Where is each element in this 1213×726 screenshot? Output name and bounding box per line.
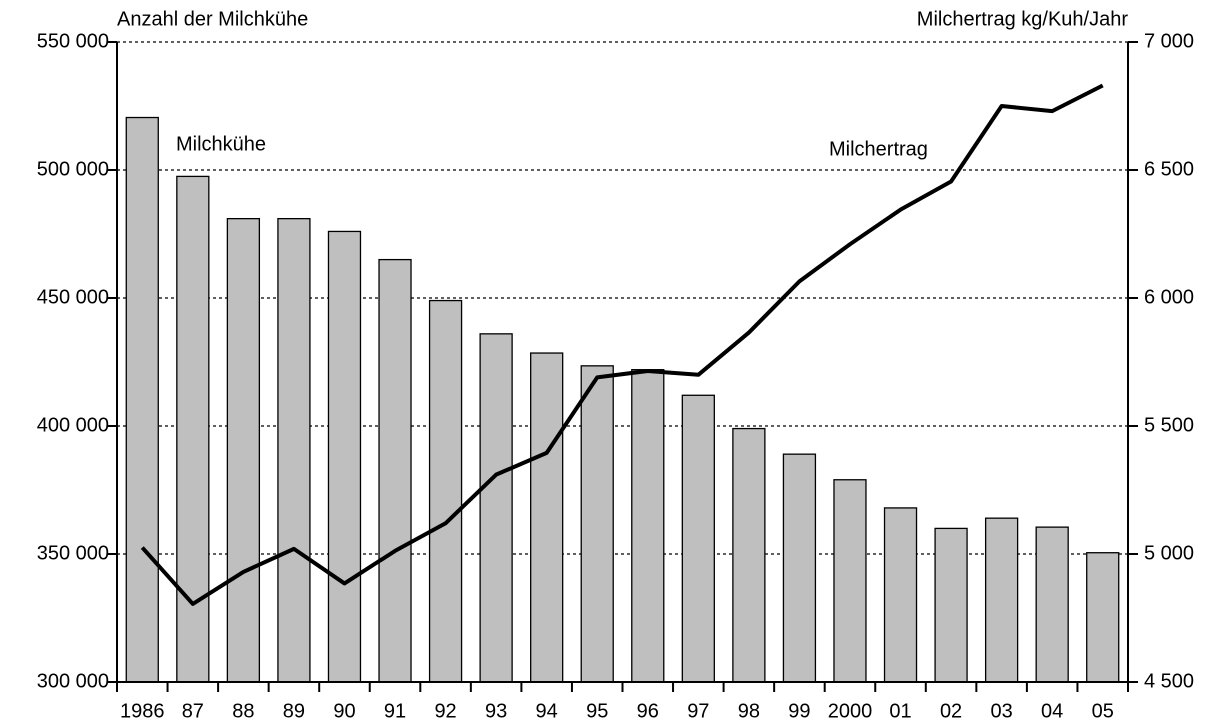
bar [580, 365, 614, 683]
bar [125, 116, 159, 683]
y-axis-title: Anzahl der Milchkühe [117, 8, 308, 30]
bar [428, 299, 463, 683]
bar [226, 217, 261, 683]
bar [1086, 552, 1120, 683]
x-tick-label: 95 [586, 700, 608, 722]
y-tick-label: 400 000 [37, 414, 109, 436]
bar [732, 427, 766, 683]
bar [176, 175, 210, 683]
bar [378, 258, 412, 683]
x-tick-label: 05 [1092, 700, 1114, 722]
y2-axis-title: Milchertrag kg/Kuh/Jahr [917, 8, 1129, 30]
x-tick-label: 94 [536, 700, 558, 722]
x-tick-label: 2000 [828, 700, 873, 722]
bar [984, 517, 1019, 683]
bar [479, 333, 513, 683]
y2-tick-label: 4 500 [1144, 670, 1194, 692]
bar [782, 453, 817, 683]
x-tick-label: 89 [283, 700, 305, 722]
bar [934, 527, 968, 683]
x-tick-label: 98 [738, 700, 760, 722]
bar [681, 394, 715, 683]
legend-label: Milchertrag [829, 138, 928, 160]
y2-tick-label: 6 500 [1144, 158, 1194, 180]
bar [1035, 526, 1069, 683]
x-tick-label: 93 [485, 700, 507, 722]
x-tick-label: 02 [940, 700, 962, 722]
x-tick-label: 04 [1041, 700, 1063, 722]
y2-tick-label: 5 500 [1144, 414, 1194, 436]
x-tick-label: 91 [384, 700, 406, 722]
bar [277, 217, 311, 683]
x-tick-label: 99 [788, 700, 810, 722]
x-tick-label: 03 [991, 700, 1013, 722]
x-tick-label: 87 [182, 700, 204, 722]
x-tick-label: 96 [637, 700, 659, 722]
x-tick-label: 90 [333, 700, 355, 722]
legend-label: Milchkühe [176, 133, 266, 155]
y-tick-label: 550 000 [37, 30, 109, 52]
y2-tick-label: 5 000 [1144, 542, 1194, 564]
bar [327, 230, 362, 683]
line [140, 83, 1104, 606]
bar [631, 369, 665, 683]
bar [530, 352, 564, 683]
y-tick-label: 500 000 [37, 158, 109, 180]
bar [883, 507, 918, 683]
y2-tick-label: 7 000 [1144, 30, 1194, 52]
x-tick-label: 88 [232, 700, 254, 722]
y-tick-label: 350 000 [37, 542, 109, 564]
x-tick-label: 97 [687, 700, 709, 722]
y2-tick-label: 6 000 [1144, 286, 1194, 308]
x-tick-label: 01 [889, 700, 911, 722]
x-tick-label: 1986 [120, 700, 165, 722]
x-tick-label: 92 [434, 700, 456, 722]
bar [833, 479, 867, 683]
y-tick-label: 450 000 [37, 286, 109, 308]
y-tick-label: 300 000 [37, 670, 109, 692]
